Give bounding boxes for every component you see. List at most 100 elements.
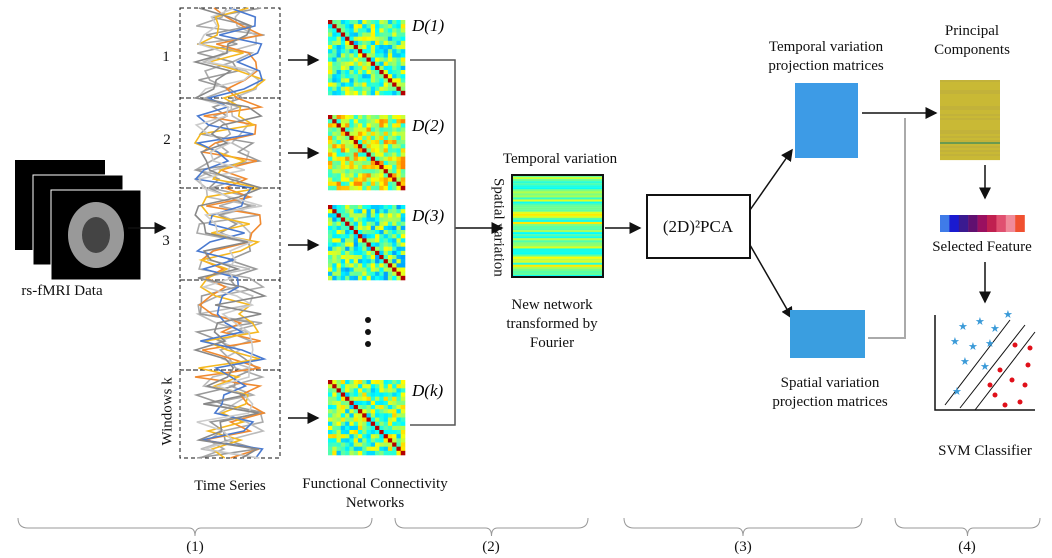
heat-cell — [362, 426, 367, 430]
heat-cell — [392, 58, 397, 62]
heat-cell — [349, 165, 354, 169]
row — [512, 218, 603, 220]
heat-cell — [354, 205, 359, 209]
heat-cell — [332, 178, 337, 182]
heat-cell — [371, 443, 376, 447]
heat-cell — [401, 213, 406, 217]
heat-cell — [341, 186, 346, 190]
heat-cell — [362, 91, 367, 95]
heat-cell — [354, 263, 359, 267]
row — [512, 248, 603, 250]
heat-cell — [341, 28, 346, 32]
row — [512, 224, 603, 226]
heat-cell — [379, 380, 384, 384]
heat-cell — [332, 186, 337, 190]
heat-cell — [341, 447, 346, 451]
heat-cell — [362, 401, 367, 405]
heat-cell — [388, 380, 393, 384]
heat-cell — [362, 430, 367, 434]
heat-cell — [337, 255, 342, 259]
heat-cell — [392, 132, 397, 136]
heat-cell — [396, 409, 401, 413]
heat-cell — [375, 268, 380, 272]
heat-cell — [375, 247, 380, 251]
heat-cell — [349, 182, 354, 186]
heat-cell — [337, 213, 342, 217]
heat-cell — [384, 430, 389, 434]
heat-cell — [345, 58, 350, 62]
heat-cell — [337, 243, 342, 247]
heat-cell — [367, 234, 372, 238]
heat-cell — [328, 397, 333, 401]
heat-cell — [332, 173, 337, 177]
heat-cell — [401, 24, 406, 28]
heat-cell — [388, 434, 393, 438]
heat-cell — [354, 178, 359, 182]
heat-cell — [371, 255, 376, 259]
heat-cell — [371, 178, 376, 182]
heat-cell — [341, 173, 346, 177]
heat-cell — [349, 178, 354, 182]
heat-cell — [341, 140, 346, 144]
heat-cell — [401, 58, 406, 62]
heat-cell — [371, 268, 376, 272]
heat-cell — [371, 128, 376, 132]
heat-cell — [396, 91, 401, 95]
heat-cell — [379, 20, 384, 24]
heat-cell — [396, 234, 401, 238]
heat-cell — [354, 388, 359, 392]
heat-cell — [349, 20, 354, 24]
heat-cell — [371, 409, 376, 413]
heat-cell — [337, 276, 342, 280]
heat-cell — [328, 380, 333, 384]
heat-cell — [375, 140, 380, 144]
heat-cell — [388, 119, 393, 123]
heat-cell — [396, 132, 401, 136]
heat-cell — [349, 451, 354, 455]
heat-cell — [379, 418, 384, 422]
heat-cell — [396, 41, 401, 45]
heat-cell — [379, 234, 384, 238]
heat-cell — [328, 234, 333, 238]
heat-cell — [349, 169, 354, 173]
row — [512, 255, 603, 257]
heat-cell — [328, 115, 333, 119]
temporal-matrix — [795, 83, 858, 158]
heat-cell — [396, 157, 401, 161]
heat-cell — [362, 169, 367, 173]
heat-cell — [328, 169, 333, 173]
heat-cell — [341, 62, 346, 66]
heat-cell — [358, 49, 363, 53]
heat-cell — [379, 182, 384, 186]
heat-cell — [345, 87, 350, 91]
heat-cell — [392, 182, 397, 186]
heat-cell — [337, 178, 342, 182]
heat-cell — [328, 62, 333, 66]
heat-cell — [396, 28, 401, 32]
heat-cell — [341, 238, 346, 242]
row — [940, 110, 1000, 112]
heat-cell — [337, 165, 342, 169]
heat-cell — [384, 78, 389, 82]
heat-cell — [362, 28, 367, 32]
heat-cell — [371, 169, 376, 173]
heat-cell — [375, 45, 380, 49]
heat-cell — [362, 49, 367, 53]
heat-cell — [379, 91, 384, 95]
heat-cell — [337, 157, 342, 161]
heat-cell — [392, 87, 397, 91]
heat-cell — [337, 33, 342, 37]
heat-cell — [396, 393, 401, 397]
heat-cell — [392, 78, 397, 82]
heat-cell — [375, 153, 380, 157]
heat-cell — [328, 409, 333, 413]
heat-cell — [401, 234, 406, 238]
fmri-stack — [15, 160, 141, 280]
heat-cell — [384, 70, 389, 74]
row — [512, 202, 603, 204]
heat-cell — [337, 443, 342, 447]
heat-cell — [375, 186, 380, 190]
heat-cell — [392, 222, 397, 226]
heat-cell — [388, 226, 393, 230]
heat-cell — [337, 24, 342, 28]
